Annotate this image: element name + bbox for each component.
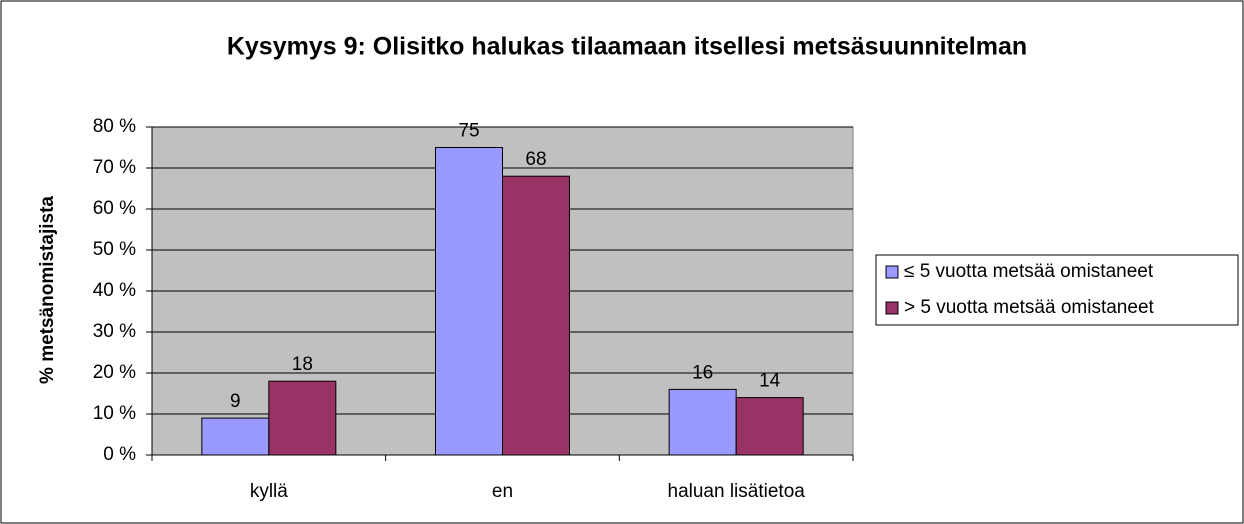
data-label: 68 xyxy=(525,149,546,170)
data-label: 14 xyxy=(759,371,781,392)
y-axis-label: % metsänomistajista xyxy=(37,196,58,384)
bar xyxy=(502,175,570,456)
legend-swatch xyxy=(885,301,899,315)
y-tick-label: 80 % xyxy=(93,116,136,137)
bar xyxy=(268,380,337,456)
y-tick-label: 0 % xyxy=(103,444,136,465)
data-label: 9 xyxy=(230,391,241,412)
y-tick-label: 50 % xyxy=(93,239,136,260)
chart-title: Kysymys 9: Olisitko halukas tilaamaan it… xyxy=(227,33,1027,61)
x-tick-label: haluan lisätietoa xyxy=(668,481,806,502)
x-tick-label: kyllä xyxy=(250,481,288,502)
y-tick-label: 70 % xyxy=(93,157,136,178)
bar xyxy=(668,388,737,456)
y-tick-label: 60 % xyxy=(93,198,136,219)
bar xyxy=(435,147,503,456)
legend-label: > 5 vuotta metsää omistaneet xyxy=(904,297,1155,318)
data-label: 18 xyxy=(292,354,313,375)
y-tick-label: 40 % xyxy=(93,280,136,301)
y-tick-label: 20 % xyxy=(93,362,136,383)
data-label: 75 xyxy=(458,121,479,142)
x-tick-label: en xyxy=(492,481,513,502)
y-tick-label: 30 % xyxy=(93,321,136,342)
bar xyxy=(201,417,270,456)
data-label: 16 xyxy=(692,362,713,383)
y-tick-label: 10 % xyxy=(93,403,136,424)
legend-box xyxy=(875,254,1239,326)
bar xyxy=(735,397,804,456)
legend-swatch xyxy=(885,265,899,279)
legend-label: ≤ 5 vuotta metsää omistaneet xyxy=(904,261,1154,282)
